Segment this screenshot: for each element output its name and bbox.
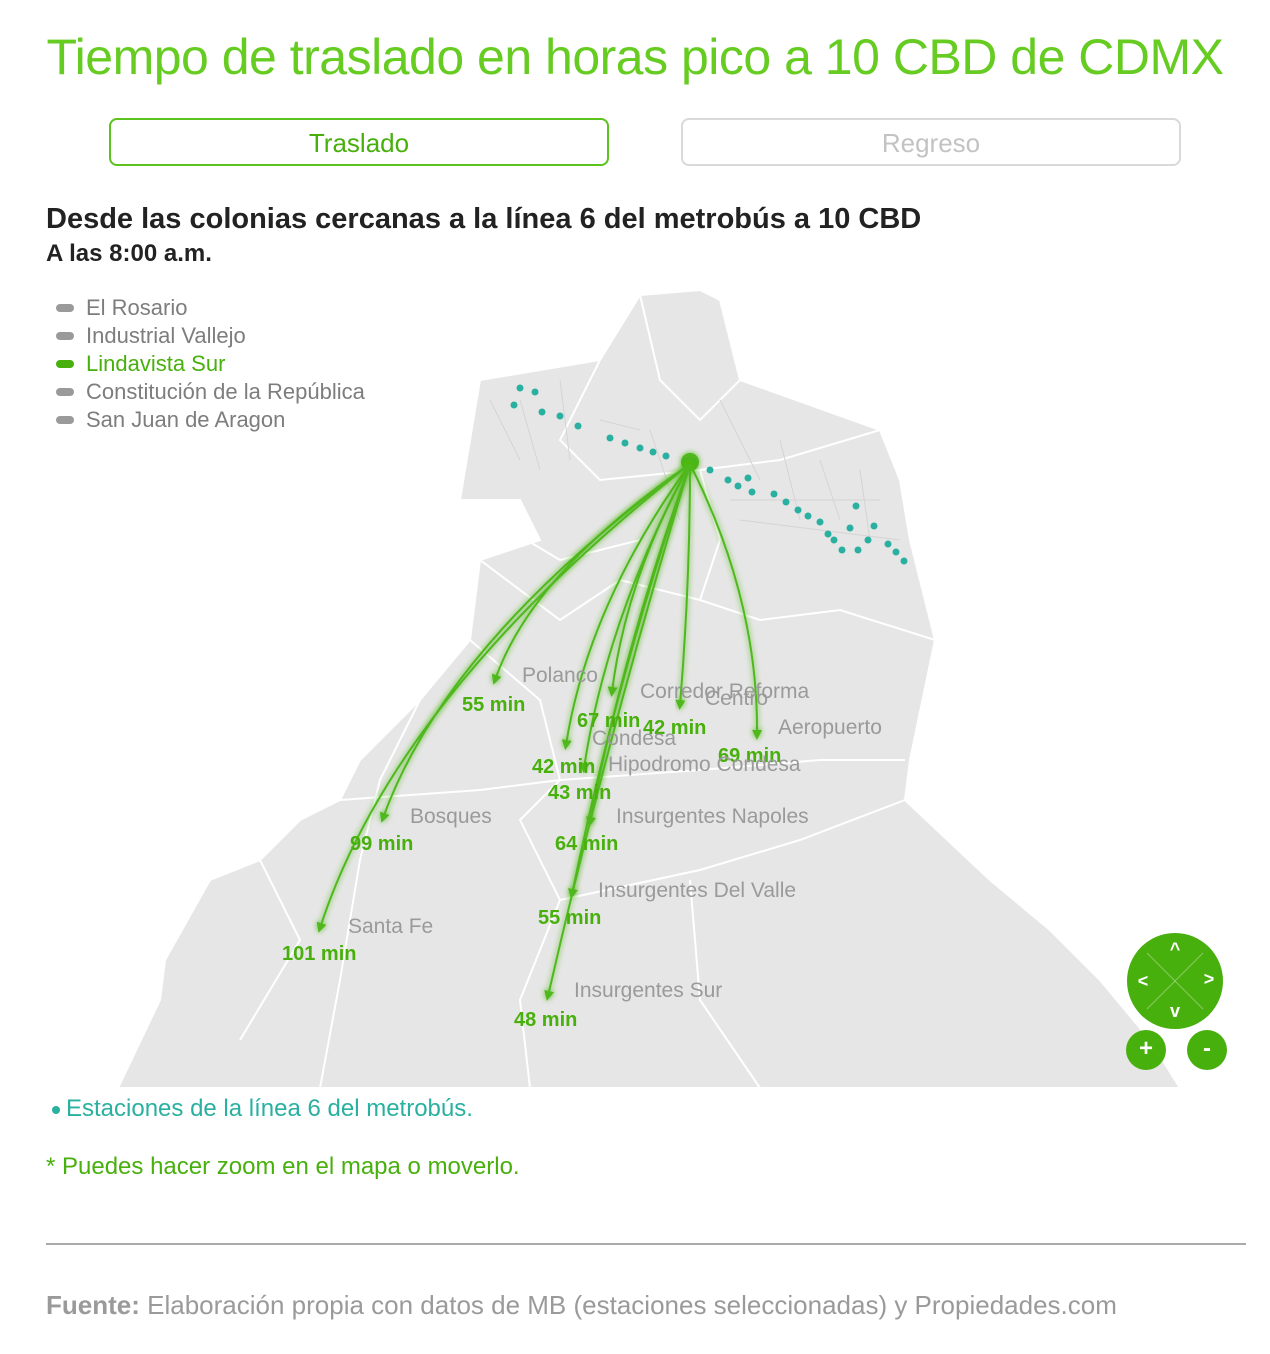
- route-arrow: [379, 463, 691, 823]
- destination-name: Centro: [705, 687, 768, 710]
- source-text: Elaboración propia con datos de MB (esta…: [147, 1290, 1117, 1320]
- legend-label: Industrial Vallejo: [86, 323, 246, 348]
- tab-traslado[interactable]: Traslado: [109, 118, 609, 166]
- destination-name: Hipodromo Condesa: [608, 753, 801, 776]
- route-arrow: [544, 463, 691, 1001]
- destination-name: Bosques: [410, 805, 492, 828]
- city-land: [116, 288, 1182, 1089]
- travel-time-label: 55 min: [538, 907, 601, 929]
- page-title: Tiempo de traslado en horas pico a 10 CB…: [46, 29, 1224, 85]
- route-arrow: [561, 463, 691, 750]
- legend-marker: [56, 360, 74, 368]
- travel-time-label: 101 min: [282, 943, 356, 965]
- stations-note: Estaciones de la línea 6 del metrobús.: [52, 1095, 473, 1123]
- pan-up-button[interactable]: ^: [1170, 939, 1181, 959]
- legend-item-san-juan-de-aragon[interactable]: San Juan de Aragon: [56, 406, 365, 434]
- legend-label: Constitución de la República: [86, 379, 365, 404]
- destination-name: Corredor Reforma: [640, 680, 810, 703]
- pan-left-button[interactable]: <: [1138, 971, 1149, 991]
- destination-name: Insurgentes Del Valle: [598, 879, 796, 902]
- zoom-out-button[interactable]: -: [1187, 1030, 1227, 1070]
- map-time: A las 8:00 a.m.: [46, 240, 212, 267]
- travel-time-label: 48 min: [514, 1009, 577, 1031]
- destination-name: Condesa: [592, 727, 676, 750]
- travel-time-label: 55 min: [462, 694, 525, 716]
- legend-label: Lindavista Sur: [86, 351, 226, 376]
- destination-name: Insurgentes Sur: [574, 979, 722, 1002]
- zoom-in-button[interactable]: +: [1126, 1030, 1166, 1070]
- source-note: Fuente: Elaboración propia con datos de …: [46, 1290, 1117, 1321]
- travel-routes: [316, 463, 763, 1001]
- legend-marker: [56, 332, 74, 340]
- station-dot-icon: [52, 1105, 60, 1114]
- origin-legend: El Rosario Industrial Vallejo Lindavista…: [56, 294, 365, 434]
- legend-item-constitucion[interactable]: Constitución de la República: [56, 378, 365, 406]
- route-arrow: [568, 463, 691, 899]
- metrobus-line-6-stations: [510, 384, 908, 565]
- legend-marker: [56, 388, 74, 396]
- stations-note-text: Estaciones de la línea 6 del metrobús.: [66, 1095, 473, 1122]
- route-arrow: [316, 463, 691, 933]
- route-arrow: [579, 463, 691, 773]
- legend-marker: [56, 304, 74, 312]
- zoom-note: * Puedes hacer zoom en el mapa o moverlo…: [46, 1153, 520, 1180]
- destination-name: Polanco: [522, 664, 598, 687]
- pan-down-button[interactable]: v: [1170, 1001, 1180, 1021]
- destination-name: Santa Fe: [348, 915, 433, 938]
- pan-right-button[interactable]: >: [1204, 969, 1215, 989]
- travel-time-label: 42 min: [643, 717, 706, 739]
- travel-time-label: 64 min: [555, 833, 618, 855]
- travel-time-label: 69 min: [718, 745, 781, 767]
- pan-control[interactable]: ^ v < >: [1125, 931, 1225, 1031]
- legend-item-industrial-vallejo[interactable]: Industrial Vallejo: [56, 322, 365, 350]
- map-subtitle: Desde las colonias cercanas a la línea 6…: [46, 203, 922, 235]
- travel-time-label: 43 min: [548, 782, 611, 804]
- legend-item-el-rosario[interactable]: El Rosario: [56, 294, 365, 322]
- route-arrow: [675, 463, 691, 710]
- source-label: Fuente:: [46, 1290, 140, 1320]
- travel-time-label: 67 min: [577, 710, 640, 732]
- legend-item-lindavista-sur[interactable]: Lindavista Sur: [56, 350, 365, 378]
- divider: [46, 1243, 1246, 1245]
- travel-time-label: 42 min: [532, 756, 595, 778]
- legend-label: El Rosario: [86, 295, 188, 320]
- tab-regreso[interactable]: Regreso: [681, 118, 1181, 166]
- travel-time-label: 99 min: [350, 833, 413, 855]
- destination-name: Aeropuerto: [778, 716, 882, 739]
- route-arrow: [689, 463, 763, 740]
- legend-marker: [56, 416, 74, 424]
- legend-label: San Juan de Aragon: [86, 407, 286, 432]
- destination-name: Insurgentes Napoles: [616, 805, 809, 828]
